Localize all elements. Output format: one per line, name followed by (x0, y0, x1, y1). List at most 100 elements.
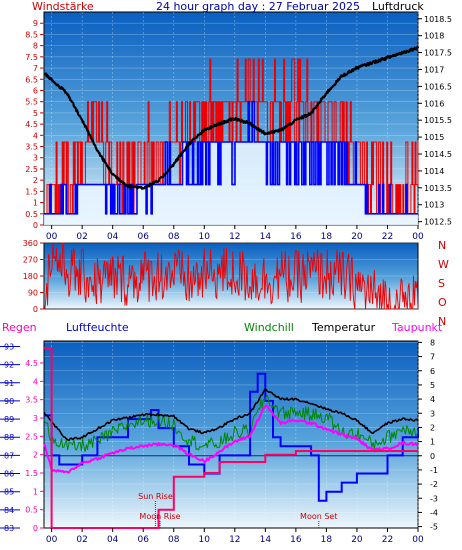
tick-label-rain: 4 (33, 377, 38, 386)
tick-label-direction: 0 (33, 305, 38, 314)
tick-label-humidity: 92 (4, 361, 14, 370)
tick-label-humidity: 87 (4, 451, 14, 460)
dewpoint-label: Taupunkt (391, 321, 443, 334)
tick-label-pressure: 1013.5 (424, 184, 452, 193)
windchill-line (43, 394, 419, 453)
tick-label-rain: 0 (33, 524, 38, 533)
tick-label-hour: 12 (229, 232, 240, 242)
tick-label-temperature: -4 (430, 508, 438, 517)
event-label: Moon Rise (139, 512, 180, 521)
tick-label-hour: 20 (351, 535, 363, 545)
tick-label-wind: 2.5 (25, 165, 38, 174)
tick-label-rain: 1.5 (25, 469, 38, 478)
tick-label-temperature: 5 (430, 381, 435, 390)
tick-label-hour: 14 (260, 535, 272, 545)
tick-label-hour: 12 (229, 535, 240, 545)
tick-label-rain: 4.5 (25, 359, 38, 368)
tick-label-humidity: 89 (4, 415, 14, 424)
tick-label-hour: 08 (168, 535, 180, 545)
tick-label-humidity: 83 (4, 524, 14, 533)
tick-label-direction: 90 (28, 289, 38, 298)
tick-label-hour: 00 (412, 232, 424, 242)
axes-layer: 00.511.522.533.544.555.566.577.588.59101… (0, 15, 452, 545)
tick-label-rain: 3.5 (25, 396, 38, 405)
compass-label: N (438, 239, 446, 252)
tick-label-temperature: 3 (430, 409, 435, 418)
tick-label-pressure: 1015 (424, 133, 444, 142)
tick-label-hour: 06 (137, 535, 149, 545)
temperature-humidity-panel (43, 340, 419, 529)
tick-label-temperature: 7 (430, 353, 435, 362)
tick-label-humidity: 91 (4, 379, 14, 388)
tick-label-wind: 9 (33, 19, 38, 28)
tick-label-direction: 270 (23, 256, 38, 265)
tick-label-wind: 5 (33, 109, 38, 118)
tick-label-pressure: 1017 (424, 65, 444, 74)
compass-label: N (438, 315, 446, 328)
tick-label-hour: 02 (76, 232, 87, 242)
tick-label-hour: 18 (321, 535, 333, 545)
wind-gust-line (44, 100, 418, 215)
tick-label-direction: 360 (23, 239, 38, 248)
tick-label-hour: 20 (351, 232, 363, 242)
rain-label: Regen (2, 321, 37, 334)
tick-label-direction: 180 (23, 272, 38, 281)
tick-label-rain: 0.5 (25, 506, 38, 515)
humidity-line (44, 372, 419, 502)
tick-label-pressure: 1018.5 (424, 15, 452, 24)
tick-label-rain: 1 (33, 487, 38, 496)
tick-label-temperature: 2 (430, 423, 435, 432)
tick-label-wind: 6 (33, 86, 38, 95)
tick-label-temperature: 1 (430, 438, 435, 447)
tick-label-wind: 4.5 (25, 120, 38, 129)
rain-line (44, 347, 418, 529)
chart-title: 24 hour graph day : 27 Februar 2025 (156, 0, 360, 13)
tick-label-wind: 4 (33, 131, 38, 140)
tick-label-hour: 02 (76, 535, 87, 545)
humidity-label: Luftfeuchte (66, 321, 129, 334)
tick-label-wind: 3 (33, 154, 38, 163)
tick-label-temperature: 4 (430, 395, 435, 404)
tick-label-temperature: -5 (430, 523, 438, 532)
tick-label-wind: 6.5 (25, 75, 38, 84)
tick-label-hour: 14 (260, 232, 272, 242)
tick-label-hour: 16 (290, 535, 302, 545)
tick-label-wind: 0 (33, 221, 38, 230)
tick-label-wind: 7 (33, 64, 38, 73)
tick-label-wind: 5.5 (25, 98, 38, 107)
tick-label-wind: 1.5 (25, 187, 38, 196)
tick-label-pressure: 1013 (424, 201, 444, 210)
tick-label-temperature: 8 (430, 338, 435, 347)
wind-direction-line (44, 242, 419, 310)
tick-label-pressure: 1016.5 (424, 82, 452, 91)
tick-label-wind: 8.5 (25, 30, 38, 39)
pressure-line (43, 45, 420, 190)
windchill-label: Windchill (244, 321, 294, 334)
tick-label-rain: 2 (33, 451, 38, 460)
tick-label-temperature: 6 (430, 367, 435, 376)
dewpoint-line (43, 404, 419, 474)
temperature-label: Temperatur (311, 321, 376, 334)
tick-label-pressure: 1014.5 (424, 150, 452, 159)
wind-axis-title: Windstärke (32, 0, 94, 13)
tick-label-pressure: 1012.5 (424, 218, 452, 227)
tick-label-pressure: 1016 (424, 99, 444, 108)
tick-label-humidity: 85 (4, 488, 14, 497)
tick-label-temperature: -3 (430, 494, 438, 503)
tick-label-hour: 08 (168, 232, 180, 242)
compass-label: W (438, 258, 449, 271)
event-label: Moon Set (300, 512, 337, 521)
tick-label-rain: 2.5 (25, 432, 38, 441)
tick-label-hour: 10 (199, 232, 211, 242)
tick-label-humidity: 93 (4, 342, 14, 351)
tick-label-temperature: -1 (430, 466, 438, 475)
tick-label-pressure: 1015.5 (424, 116, 452, 125)
tick-label-hour: 04 (107, 535, 119, 545)
tick-label-wind: 2 (33, 176, 38, 185)
tick-label-wind: 1 (33, 199, 38, 208)
tick-label-humidity: 90 (4, 397, 14, 406)
tick-label-temperature: -2 (430, 480, 438, 489)
compass-label: S (438, 277, 445, 290)
tick-label-wind: 8 (33, 42, 38, 51)
